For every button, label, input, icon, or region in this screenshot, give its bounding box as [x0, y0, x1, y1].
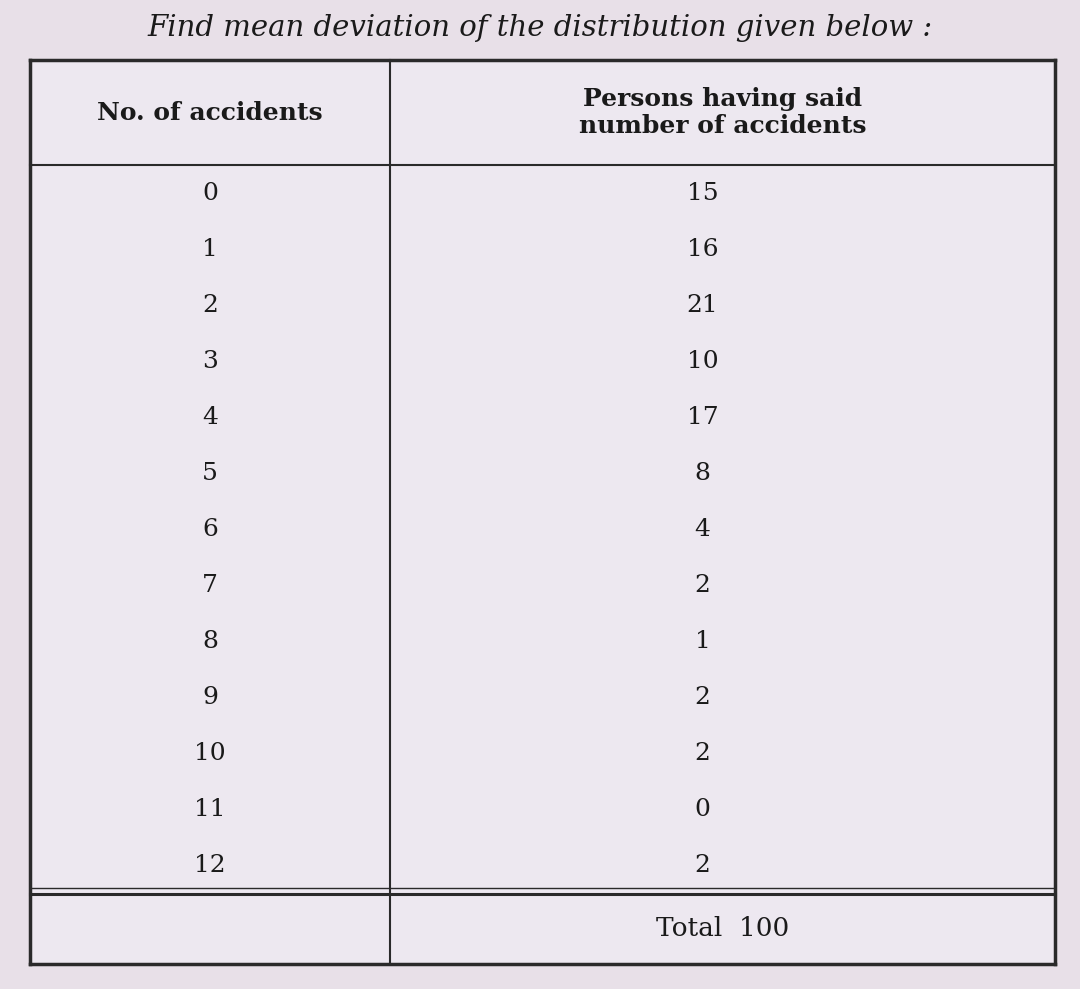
- Text: 6: 6: [202, 518, 218, 541]
- Text: 1: 1: [202, 237, 218, 261]
- Text: 2: 2: [694, 743, 711, 765]
- Text: 9: 9: [202, 686, 218, 709]
- Text: 15: 15: [687, 182, 718, 205]
- Text: 3: 3: [202, 350, 218, 373]
- Text: 8: 8: [694, 462, 711, 485]
- Text: Persons having said
number of accidents: Persons having said number of accidents: [579, 87, 866, 138]
- Text: 10: 10: [687, 350, 718, 373]
- Text: 17: 17: [687, 405, 718, 429]
- Text: 2: 2: [202, 294, 218, 316]
- Text: 10: 10: [194, 743, 226, 765]
- Text: 1: 1: [694, 630, 711, 653]
- Text: 12: 12: [194, 854, 226, 877]
- Text: Find mean deviation of the distribution given below :: Find mean deviation of the distribution …: [147, 14, 933, 42]
- Text: 5: 5: [202, 462, 218, 485]
- Text: 16: 16: [687, 237, 718, 261]
- Text: 2: 2: [694, 686, 711, 709]
- Text: No. of accidents: No. of accidents: [97, 101, 323, 125]
- Text: 0: 0: [202, 182, 218, 205]
- Text: Total  100: Total 100: [656, 917, 789, 942]
- Text: 4: 4: [694, 518, 711, 541]
- Text: 21: 21: [687, 294, 718, 316]
- Text: 4: 4: [202, 405, 218, 429]
- Text: 2: 2: [694, 574, 711, 597]
- Text: 11: 11: [194, 798, 226, 822]
- Text: 0: 0: [694, 798, 711, 822]
- Text: 2: 2: [694, 854, 711, 877]
- Text: 7: 7: [202, 574, 218, 597]
- Text: 8: 8: [202, 630, 218, 653]
